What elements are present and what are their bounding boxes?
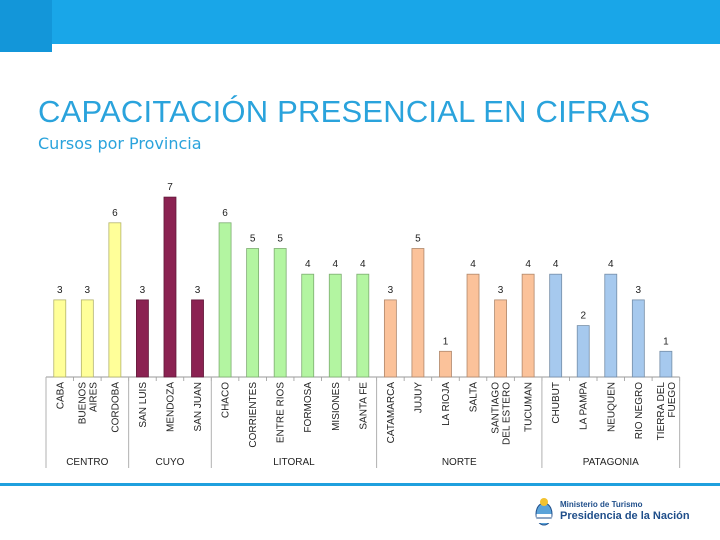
bar-rio-negro [631, 299, 645, 378]
category-label: TUCUMAN [524, 382, 535, 432]
bar-santiago-del-estero [494, 299, 507, 378]
logo-presidency-text: Presidencia de la Nación [560, 510, 690, 522]
value-label: 2 [580, 311, 586, 322]
value-label: 3 [498, 285, 504, 296]
bar-salta [466, 273, 480, 378]
bar-tucuman [521, 273, 535, 378]
bar-caba [53, 299, 67, 378]
bar-chart: 3 CABA 3 BUENOS AIRES 6 CORDOBA 3 SAN LUIS 7 MENDO… [45, 182, 681, 468]
value-label: 6 [112, 208, 118, 219]
bar-la-rioja [439, 350, 452, 378]
bar-corrientes [246, 248, 260, 378]
value-label: 4 [332, 259, 338, 270]
value-label: 4 [305, 259, 311, 270]
category-label: FORMOSA [303, 382, 314, 433]
header-accent-square [0, 0, 52, 52]
category-label: BUENOS [77, 382, 88, 425]
category-label: SANTA FE [358, 382, 369, 430]
category-label: MENDOZA [165, 382, 176, 432]
category-label: NEUQUEN [606, 382, 617, 432]
category-label: SANTIAGO [491, 382, 502, 434]
category-label: LA RIOJA [441, 382, 452, 426]
group-label-patagonia: PATAGONIA [583, 457, 639, 468]
logo-ministry-text: Ministerio de Turismo [560, 500, 643, 509]
page-subtitle: Cursos por Provincia [38, 134, 202, 153]
group-label-cuyo: CUYO [156, 457, 185, 468]
coat-of-arms-icon [535, 498, 553, 526]
page-title: CAPACITACIÓN PRESENCIAL EN CIFRAS [38, 94, 651, 129]
bar-misiones [328, 273, 342, 378]
category-label: TIERRA DEL [656, 382, 667, 441]
value-label: 7 [167, 182, 173, 193]
group-label-centro: CENTRO [66, 457, 108, 468]
category-label: CORDOBA [110, 382, 121, 433]
bar-san-luis [136, 299, 149, 378]
category-label: LA PAMPA [579, 382, 590, 430]
value-label: 5 [277, 234, 283, 245]
bar-entre-rios [273, 248, 287, 378]
bar-la-pampa [576, 325, 590, 378]
bar-jujuy [411, 248, 425, 378]
ministry-logo: Ministerio de Turismo Presidencia de la … [534, 496, 714, 530]
bar-chaco [218, 222, 232, 378]
value-label: 4 [608, 259, 614, 270]
value-label: 3 [140, 285, 146, 296]
category-label: CORRIENTES [248, 382, 259, 448]
category-label: ENTRE RIOS [276, 382, 287, 443]
bar-catamarca [383, 299, 397, 378]
value-label: 4 [525, 259, 531, 270]
bar-cordoba [108, 222, 122, 378]
bar-santa-fe [356, 273, 370, 378]
bar-chubut [549, 273, 563, 378]
value-label: 3 [85, 285, 91, 296]
category-label: SAN JUAN [193, 382, 204, 431]
value-label: 3 [195, 285, 201, 296]
category-label: JUJUY [413, 382, 424, 413]
category-label: CABA [55, 382, 66, 410]
bar-neuquen [604, 273, 618, 378]
value-label: 3 [636, 285, 642, 296]
category-label: SAN LUIS [138, 382, 149, 428]
value-label: 3 [57, 285, 63, 296]
value-label: 5 [415, 234, 421, 245]
group-label-norte: NORTE [442, 457, 477, 468]
value-label: 1 [663, 336, 669, 347]
category-label: CATAMARCA [386, 382, 397, 444]
value-label: 4 [470, 259, 476, 270]
value-label: 1 [443, 336, 449, 347]
bar-mendoza [163, 196, 177, 378]
header-band [0, 0, 720, 44]
category-label: CHACO [221, 382, 232, 418]
category-label: CHUBUT [551, 382, 562, 424]
category-label: MISIONES [331, 382, 342, 431]
value-label: 3 [388, 285, 394, 296]
bar-buenos-aires [80, 299, 94, 378]
bar-san-juan [191, 299, 204, 378]
value-label: 4 [553, 259, 559, 270]
category-label: AIRES [88, 382, 99, 412]
value-label: 5 [250, 234, 256, 245]
value-label: 4 [360, 259, 366, 270]
category-label: DEL ESTERO [502, 382, 513, 445]
footer-divider [0, 483, 720, 486]
category-label: SALTA [469, 382, 480, 413]
bar-tierra-del-fuego [659, 350, 673, 378]
group-label-litoral: LITORAL [273, 457, 315, 468]
value-label: 6 [222, 208, 228, 219]
category-label: FUEGO [667, 382, 678, 418]
bar-formosa [301, 273, 315, 378]
category-label: RIO NEGRO [634, 382, 645, 439]
